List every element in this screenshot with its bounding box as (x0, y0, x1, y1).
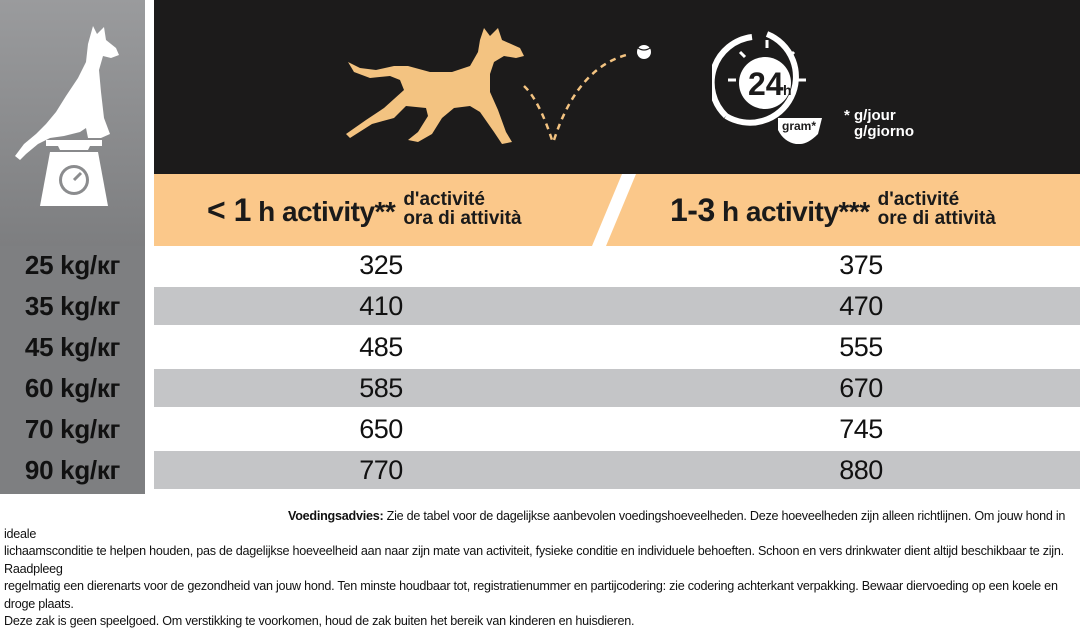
col1-main-prefix: < 1 (207, 191, 251, 228)
row-cells: 485 555 (154, 328, 1080, 366)
col2-main-suffix: h activity*** (714, 195, 870, 227)
weight-label: 60 kg/кг (24, 373, 121, 403)
low-activity-value: 325 (359, 250, 403, 280)
high-activity-value: 375 (839, 250, 883, 280)
table-row: 35 kg/кг 410 470 (0, 287, 1080, 325)
row-cells: 650 745 (154, 410, 1080, 448)
advice-line-2: lichaamsconditie te helpen houden, pas d… (4, 544, 1064, 576)
column-header-high-activity: 1-3 h activity*** d'activité ore di atti… (670, 182, 996, 238)
col1-sub-fr: d'activité (403, 189, 485, 210)
gram-label: gram* (782, 119, 816, 133)
weight-label: 90 kg/кг (24, 455, 121, 485)
weight-header-panel (0, 0, 145, 246)
low-activity-value: 770 (359, 455, 403, 485)
column-header-low-activity: < 1 h activity** d'activité ora di attiv… (207, 182, 522, 238)
activity-header (154, 0, 1080, 174)
col2-sub-it: ore di attività (877, 208, 996, 229)
low-activity-value: 585 (359, 373, 403, 403)
band-divider (592, 174, 636, 246)
row-cells: 410 470 (154, 287, 1080, 325)
advice-title: Voedingsadvies: (288, 509, 384, 523)
table-row: 90 kg/кг 770 880 (0, 451, 1080, 489)
weight-label: 70 kg/кг (24, 414, 121, 444)
dog-on-scale-icon (15, 26, 119, 206)
row-cells: 770 880 (154, 451, 1080, 489)
low-activity-value: 485 (359, 332, 403, 362)
table-row: 25 kg/кг 325 375 (0, 246, 1080, 284)
gram-note: * g/jour g/giorno (844, 108, 914, 140)
col2-sub-fr: d'activité (877, 189, 960, 210)
advice-line-1: Zie de tabel voor de dagelijkse aanbevol… (4, 509, 1066, 541)
clock-bowl-icon: 24 h gram* (712, 31, 822, 144)
col1-sub-it: ora di attività (403, 208, 522, 229)
col2-main-prefix: 1-3 (670, 191, 715, 228)
col1-main-suffix: h activity** (250, 195, 396, 227)
weight-label: 35 kg/кг (24, 291, 121, 321)
high-activity-value: 670 (839, 373, 883, 403)
high-activity-value: 555 (839, 332, 883, 362)
clock-unit: h (783, 82, 792, 98)
table-row: 60 kg/кг 585 670 (0, 369, 1080, 407)
low-activity-value: 410 (359, 291, 403, 321)
running-dog-icon (346, 28, 651, 144)
advice-line-4: Deze zak is geen speelgoed. Om verstikki… (4, 614, 635, 628)
high-activity-value: 745 (839, 414, 883, 444)
gram-note-fr: * g/jour (844, 107, 896, 124)
low-activity-value: 650 (359, 414, 403, 444)
weight-label: 45 kg/кг (24, 332, 121, 362)
gram-note-it: g/giorno (854, 123, 914, 140)
row-cells: 585 670 (154, 369, 1080, 407)
advice-line-3: regelmatig een dierenarts voor de gezond… (4, 579, 1058, 611)
feeding-advice: Voedingsadvies: Zie de tabel voor de dag… (4, 508, 1076, 631)
weight-label: 25 kg/кг (24, 250, 121, 280)
high-activity-value: 880 (839, 455, 883, 485)
clock-label: 24 (748, 66, 784, 102)
table-row: 70 kg/кг 650 745 (0, 410, 1080, 448)
row-cells: 325 375 (154, 246, 1080, 284)
high-activity-value: 470 (839, 291, 883, 321)
table-row: 45 kg/кг 485 555 (0, 328, 1080, 366)
